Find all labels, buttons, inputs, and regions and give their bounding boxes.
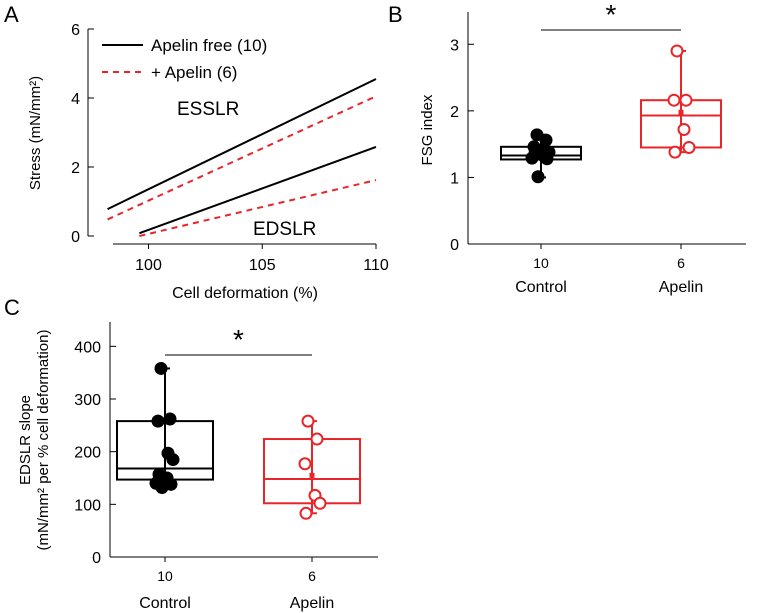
data-point xyxy=(166,453,180,467)
y-tick-label: 4 xyxy=(71,91,80,108)
data-point xyxy=(298,457,312,471)
series-line xyxy=(139,146,377,235)
x-tick-label: 105 xyxy=(249,257,276,274)
y-tick-label: 2 xyxy=(450,104,459,121)
n-label: 6 xyxy=(308,568,316,584)
category-label: Control xyxy=(515,279,567,296)
data-point xyxy=(155,480,169,494)
significance-star: * xyxy=(233,324,244,355)
y-tick-label: 0 xyxy=(450,237,459,254)
x-tick-label: 100 xyxy=(135,257,162,274)
annotation-esslr: ESSLR xyxy=(177,99,239,120)
data-point xyxy=(151,414,165,428)
y-tick-label: 2 xyxy=(71,160,80,177)
data-point xyxy=(313,496,327,510)
data-point xyxy=(301,414,315,428)
data-point xyxy=(677,122,691,136)
n-label: 10 xyxy=(157,568,173,584)
mean-marker xyxy=(678,109,684,115)
x-axis-title: Cell deformation (%) xyxy=(172,285,318,302)
series-line xyxy=(107,95,377,221)
category-label: Apelin xyxy=(659,279,703,296)
y-axis-title-units: (mN/mm² per % cell deformation) xyxy=(35,330,52,551)
series-line xyxy=(139,179,377,237)
y-axis-title: FSG index xyxy=(419,94,436,165)
data-point xyxy=(310,432,324,446)
y-tick-label: 200 xyxy=(74,445,101,462)
data-point xyxy=(163,412,177,426)
data-point xyxy=(679,93,693,107)
y-tick-label: 0 xyxy=(71,229,80,246)
panel-label-c: C xyxy=(4,295,20,320)
y-tick-label: 3 xyxy=(450,37,459,54)
panel-label-a: A xyxy=(4,2,19,27)
y-tick-label: 100 xyxy=(74,497,101,514)
annotation-edslr: EDSLR xyxy=(253,219,316,240)
data-point xyxy=(154,361,168,375)
data-point xyxy=(531,170,545,184)
series-line xyxy=(107,78,377,210)
n-label: 6 xyxy=(677,255,685,271)
data-point xyxy=(525,151,539,165)
legend-label: + Apelin (6) xyxy=(151,63,237,82)
data-point xyxy=(670,44,684,58)
category-label: Apelin xyxy=(290,595,334,612)
y-axis-title: EDSLR slope xyxy=(17,395,34,485)
data-point xyxy=(667,93,681,107)
panel-a: 0 2 4 6 100 105 110 Cell deformation (%) Stress … xyxy=(27,22,389,302)
y-tick-label: 6 xyxy=(71,22,80,39)
data-point xyxy=(682,140,696,154)
panel-c: 0 100 200 300 400 EDSLR slope (mN/mm² per % ce… xyxy=(17,322,378,612)
y-tick-label: 400 xyxy=(74,339,101,356)
y-tick-label: 0 xyxy=(92,550,101,567)
y-axis-title: Stress (mN/mm²) xyxy=(27,76,44,190)
panel-label-b: B xyxy=(388,2,403,27)
significance-star: * xyxy=(606,0,617,30)
n-label: 10 xyxy=(533,255,549,271)
panel-b: 0 1 2 3 FSG index 10 Control 6 Apelin * xyxy=(419,0,746,296)
x-tick-label: 110 xyxy=(363,257,389,274)
data-point xyxy=(299,506,313,520)
y-tick-label: 1 xyxy=(450,170,459,187)
data-point xyxy=(540,152,554,166)
mean-marker xyxy=(309,472,315,478)
y-tick-label: 300 xyxy=(74,392,101,409)
category-label: Control xyxy=(139,595,191,612)
legend-label: Apelin free (10) xyxy=(151,36,267,55)
data-point xyxy=(668,145,682,159)
